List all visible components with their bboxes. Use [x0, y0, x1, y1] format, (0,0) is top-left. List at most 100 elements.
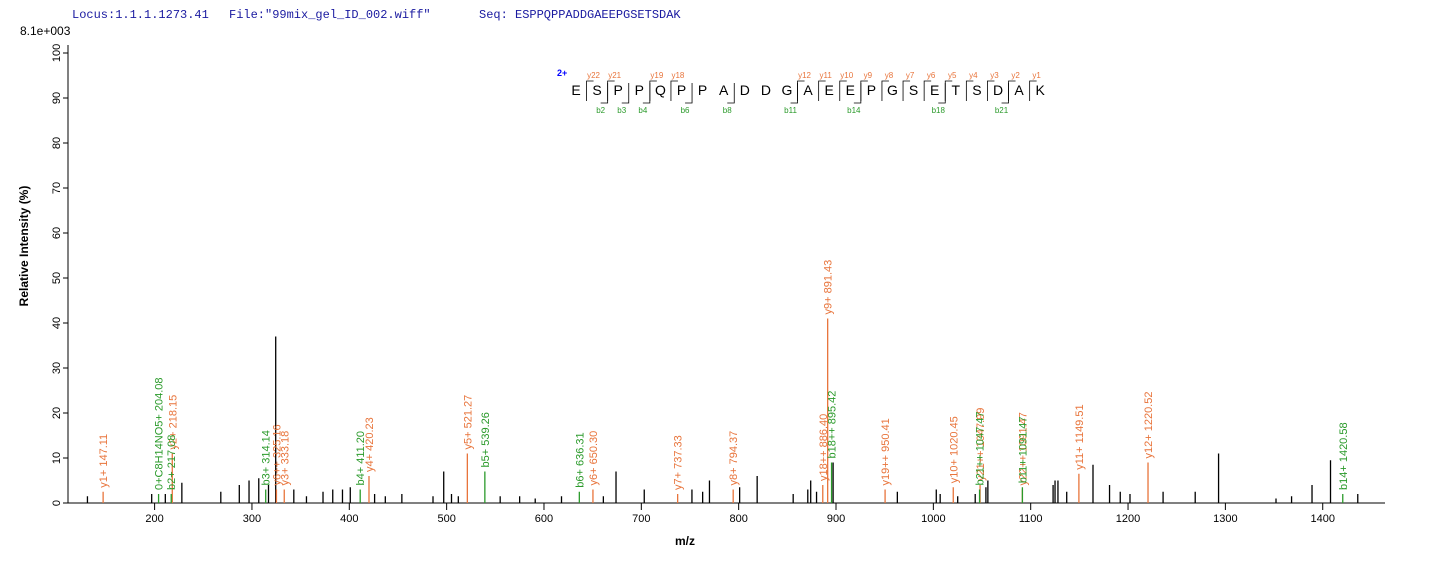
peak-label: b21++ 1047.47 [975, 411, 987, 485]
peak-label: b2+ 217.08 [166, 435, 178, 490]
b-ion-marker [600, 83, 609, 104]
residue: P [867, 82, 876, 98]
y-axis-label: Relative Intensity (%) [17, 186, 31, 307]
residue: E [846, 82, 855, 98]
y-ion-label: y22 [587, 71, 600, 80]
y-ion-marker [902, 80, 911, 101]
peak-label: y21++ 1047.99 [975, 408, 987, 481]
b-ion-label: b2 [596, 106, 605, 115]
peak-label: y5+ 521.27 [462, 395, 474, 450]
y-ion-label: y7 [906, 71, 915, 80]
y-ion-marker [881, 80, 889, 101]
y-ion-label: y1 [1032, 71, 1041, 80]
residue: S [909, 82, 918, 98]
y-ion-marker [670, 80, 678, 101]
residue: A [1014, 82, 1024, 98]
x-tick-label: 600 [535, 513, 553, 525]
b-ion-label: b14 [847, 106, 861, 115]
b-ion-label: b18 [932, 106, 946, 115]
residue: E [571, 82, 580, 98]
peak-label: y11+ 1149.51 [1074, 404, 1086, 469]
b-ion-marker [727, 83, 735, 104]
y-tick-label: 100 [51, 44, 63, 62]
x-tick-label: 500 [437, 513, 455, 525]
residue: D [993, 82, 1003, 98]
scale-label: 8.1e+003 [20, 24, 71, 38]
peak-label: 0+C8H14NO5+ 204.08 [154, 377, 166, 490]
header-locus: Locus:1.1.1.1273.41 [72, 8, 209, 22]
charge-label: 2+ [557, 68, 567, 78]
residue: G [782, 82, 793, 98]
y-tick-label: 0 [51, 500, 63, 506]
residue: A [803, 82, 813, 98]
peak-label: y8+ 794.37 [728, 431, 740, 486]
residue: E [930, 82, 939, 98]
peak-label: b5+ 539.26 [480, 412, 492, 467]
residue: T [952, 82, 961, 98]
x-tick-label: 1100 [1019, 513, 1043, 525]
y-ion-label: y11 [819, 71, 832, 80]
peak-label: y1+ 147.11 [98, 434, 110, 488]
b-ion-label: b11 [784, 106, 797, 115]
y-tick-label: 80 [51, 137, 63, 149]
y-ion-marker [923, 80, 932, 101]
y-ion-marker [818, 80, 826, 101]
x-tick-label: 800 [729, 513, 747, 525]
b-ion-marker [853, 83, 862, 104]
peak-label: y10+ 1020.45 [948, 416, 960, 483]
x-tick-label: 1400 [1310, 513, 1334, 525]
x-tick-label: 200 [145, 513, 163, 525]
peak-label: y12+ 1220.52 [1143, 392, 1155, 459]
residue: K [1036, 82, 1046, 98]
y-tick-label: 70 [51, 182, 63, 194]
b-ion-marker [621, 83, 630, 104]
y-ion-marker [987, 80, 995, 101]
b-ion-marker [685, 83, 693, 104]
y-ion-label: y21 [608, 71, 621, 80]
b-ion-marker [1001, 83, 1009, 104]
residue: D [740, 82, 750, 98]
peak-label: y2+ 218.15 [167, 395, 179, 450]
residue: A [719, 82, 729, 98]
peak-label: y19++ 950.41 [880, 418, 892, 485]
residue: P [614, 82, 623, 98]
y-ion-label: y10 [840, 71, 853, 80]
y-ion-label: y2 [1011, 71, 1020, 80]
header-file: File:"99mix_gel_ID_002.wiff" [229, 8, 431, 22]
x-tick-label: 1000 [921, 513, 945, 525]
residue: E [825, 82, 834, 98]
y-tick-label: 60 [51, 227, 63, 239]
y-tick-label: 30 [51, 362, 63, 374]
y-ion-label: y19 [650, 71, 663, 80]
y-tick-label: 90 [51, 92, 63, 104]
peak-label: b4+ 411.20 [355, 431, 367, 486]
b-ion-label: b4 [638, 106, 647, 115]
residue: S [592, 82, 601, 98]
x-tick-label: 300 [243, 513, 261, 525]
residue: P [677, 82, 686, 98]
peak-label: b3+ 314.14 [261, 430, 273, 485]
y-ion-label: y12 [798, 71, 811, 80]
b-ion-label: b8 [723, 106, 732, 115]
residue: P [698, 82, 707, 98]
y-tick-label: 50 [51, 272, 63, 284]
y-ion-label: y8 [885, 71, 894, 80]
residue: S [972, 82, 981, 98]
y-ion-label: y3 [990, 71, 999, 80]
peak-label: b11+ 1091.47 [1017, 416, 1029, 483]
y-tick-label: 10 [51, 452, 63, 464]
residue: Q [655, 82, 666, 98]
peak-label: y6++ 325.16 [271, 424, 283, 485]
peak-label: b14+ 1420.58 [1338, 422, 1350, 490]
peak-label: y18++ 886.40 [818, 414, 830, 481]
residue: D [761, 82, 771, 98]
x-tick-label: 900 [827, 513, 845, 525]
y-tick-label: 40 [51, 317, 63, 329]
peak-label: y4+ 420.23 [364, 417, 376, 472]
peak-label: y6+ 650.30 [588, 431, 600, 486]
x-tick-label: 1200 [1116, 513, 1140, 525]
x-tick-label: 1300 [1213, 513, 1237, 525]
y-ion-label: y5 [948, 71, 957, 80]
y-ion-marker [965, 80, 974, 101]
